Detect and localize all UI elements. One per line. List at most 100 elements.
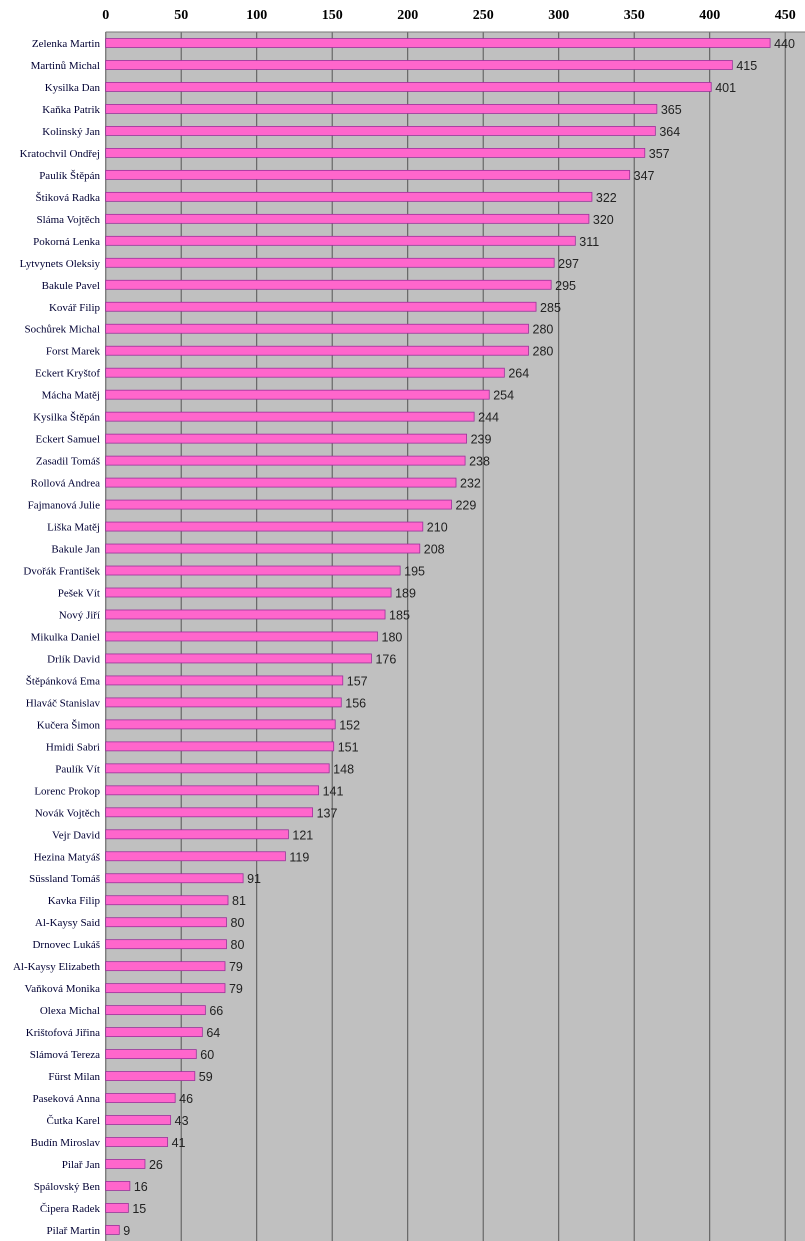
bar (105, 191, 593, 202)
bar (105, 367, 505, 378)
category-label: Vaňková Monika (25, 983, 101, 995)
bar (105, 1159, 146, 1169)
category-label: Drlík David (47, 653, 100, 665)
x-tick-label: 50 (174, 8, 188, 23)
category-label: Bakule Jan (51, 544, 100, 556)
bar (105, 213, 590, 224)
category-label: Pilař Jan (62, 1159, 101, 1171)
value-label: 80 (231, 938, 245, 952)
bar (105, 653, 372, 664)
bar (105, 1071, 196, 1081)
bar (105, 961, 226, 972)
bar (105, 411, 475, 422)
bar (105, 1115, 172, 1125)
category-label: Novák Vojtěch (35, 807, 101, 819)
bar (105, 873, 244, 884)
bar (105, 60, 733, 70)
bar (105, 147, 646, 158)
bar (105, 345, 529, 356)
value-label: 415 (736, 59, 757, 73)
category-label: Kaňka Patrik (42, 104, 100, 116)
bar (105, 565, 401, 576)
category-label: Forst Marek (46, 346, 101, 358)
category-label: Eckert Samuel (36, 434, 100, 446)
x-tick-label: 300 (548, 8, 569, 23)
x-tick-label: 350 (624, 8, 645, 23)
category-label: Eckert Kryštof (35, 368, 100, 380)
category-label: Hlaváč Stanislav (26, 697, 101, 709)
value-label: 79 (229, 960, 243, 974)
value-label: 311 (579, 235, 599, 249)
value-label: 264 (508, 367, 529, 381)
bar (105, 1049, 197, 1059)
value-label: 210 (427, 521, 448, 535)
value-label: 280 (533, 323, 554, 337)
category-label: Lytvynets Oleksiy (20, 258, 101, 270)
category-label: Hmidi Sabri (46, 741, 100, 753)
category-label: Kovář Filip (49, 302, 101, 314)
bar (105, 169, 631, 180)
category-label: Zasadil Tomáš (36, 456, 100, 468)
category-label: Mikulka Daniel (31, 631, 100, 643)
value-label: 15 (132, 1202, 146, 1216)
bar (105, 82, 712, 92)
x-tick-label: 0 (102, 8, 109, 23)
bar (105, 1181, 131, 1191)
value-label: 151 (338, 740, 359, 754)
category-label: Pokorná Lenka (33, 236, 100, 248)
value-label: 364 (659, 125, 680, 139)
x-tick-label: 400 (699, 8, 720, 23)
bar (105, 895, 229, 906)
value-label: 185 (389, 608, 410, 622)
value-label: 156 (345, 696, 366, 710)
bar (105, 521, 424, 532)
category-label: Paulík Štěpán (39, 170, 100, 182)
value-label: 239 (471, 433, 492, 447)
category-label: Fürst Milan (48, 1071, 100, 1083)
bar (105, 829, 289, 840)
bar (105, 631, 378, 642)
value-label: 64 (206, 1026, 220, 1040)
bar (105, 983, 226, 994)
value-label: 357 (649, 147, 670, 161)
value-label: 285 (540, 301, 561, 315)
bar (105, 741, 335, 752)
value-label: 148 (333, 762, 354, 776)
category-label: Liška Matěj (47, 522, 100, 534)
bar (105, 323, 529, 334)
value-label: 41 (172, 1136, 186, 1150)
bar (105, 1225, 120, 1235)
bar (105, 499, 452, 510)
value-label: 91 (247, 872, 261, 886)
bar (105, 257, 555, 268)
bar (105, 455, 466, 466)
category-label: Paseková Anna (32, 1093, 100, 1105)
category-label: Kavka Filip (48, 895, 101, 907)
x-tick-label: 150 (322, 8, 343, 23)
value-label: 81 (232, 894, 246, 908)
category-label: Bakule Pavel (42, 280, 100, 292)
bar (105, 1005, 206, 1016)
bar (105, 543, 421, 554)
category-label: Paulík Vít (55, 763, 100, 775)
category-label: Dvořák František (23, 566, 100, 578)
value-label: 195 (404, 565, 425, 579)
x-tick-label: 450 (775, 8, 796, 23)
value-label: 59 (199, 1070, 213, 1084)
category-label: Süssland Tomáš (29, 873, 100, 885)
category-label: Pešek Vít (58, 588, 100, 600)
x-tick-label: 100 (246, 8, 267, 23)
bar (105, 807, 313, 818)
x-tick-label: 200 (397, 8, 418, 23)
category-label: Zelenka Martin (32, 38, 101, 50)
bar (105, 389, 490, 400)
bar (105, 1203, 129, 1213)
value-label: 119 (289, 850, 309, 864)
value-label: 141 (323, 784, 344, 798)
value-label: 322 (596, 191, 617, 205)
category-label: Pilař Martin (47, 1225, 101, 1237)
category-label: Nový Jiří (59, 609, 100, 621)
category-label: Hezina Matyáš (34, 851, 100, 863)
bar (105, 939, 227, 950)
value-label: 401 (715, 81, 736, 95)
